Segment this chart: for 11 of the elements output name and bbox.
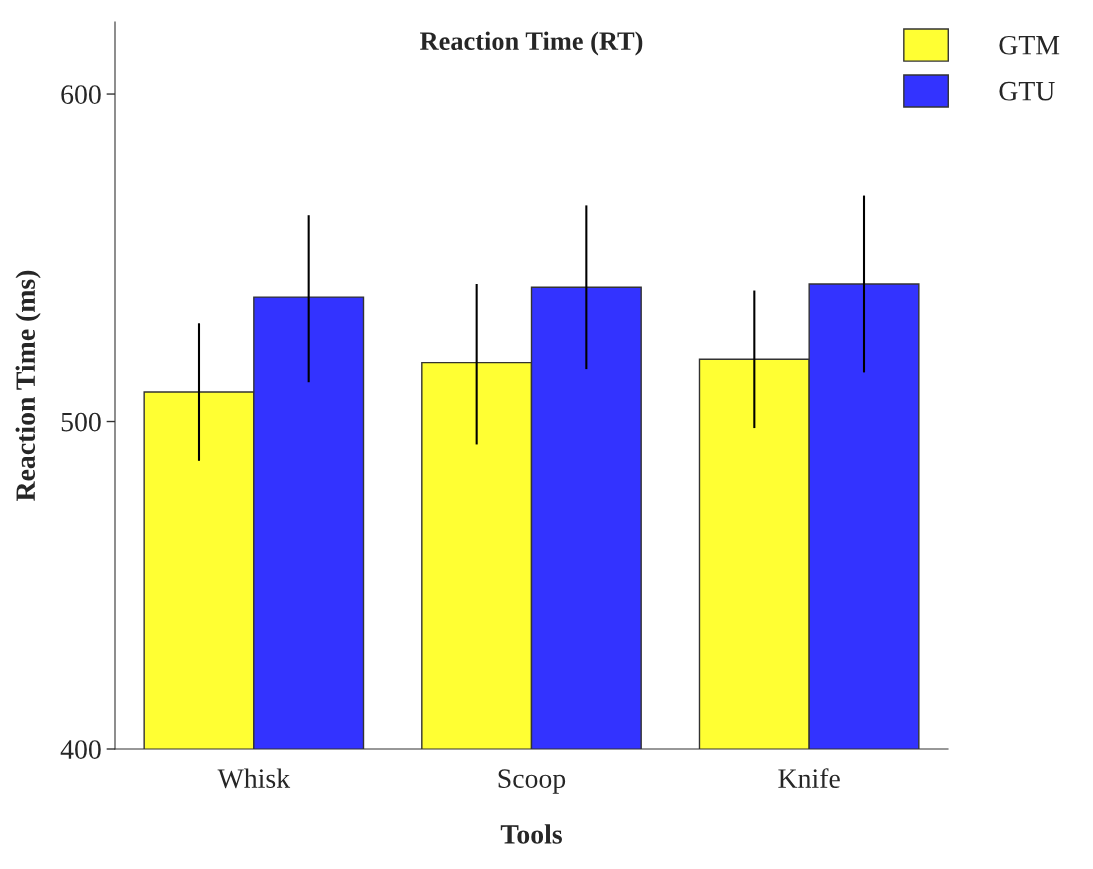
x-axis-title: Tools [500, 824, 562, 844]
y-axis-title: Reaction Time (ms) [15, 270, 41, 502]
x-tick-label: Knife [778, 768, 840, 788]
x-tick-label: Scoop [498, 769, 566, 794]
y-tick-label: 600 [61, 85, 101, 104]
y-tick-label: 500 [61, 412, 101, 432]
y-tick-label: 400 [60, 740, 101, 759]
legend-label: GTU [999, 81, 1055, 101]
x-tick-label: Whisk [217, 768, 291, 789]
chart-title: Reaction Time (RT) [420, 31, 643, 56]
legend-label: GTM [999, 35, 1060, 55]
